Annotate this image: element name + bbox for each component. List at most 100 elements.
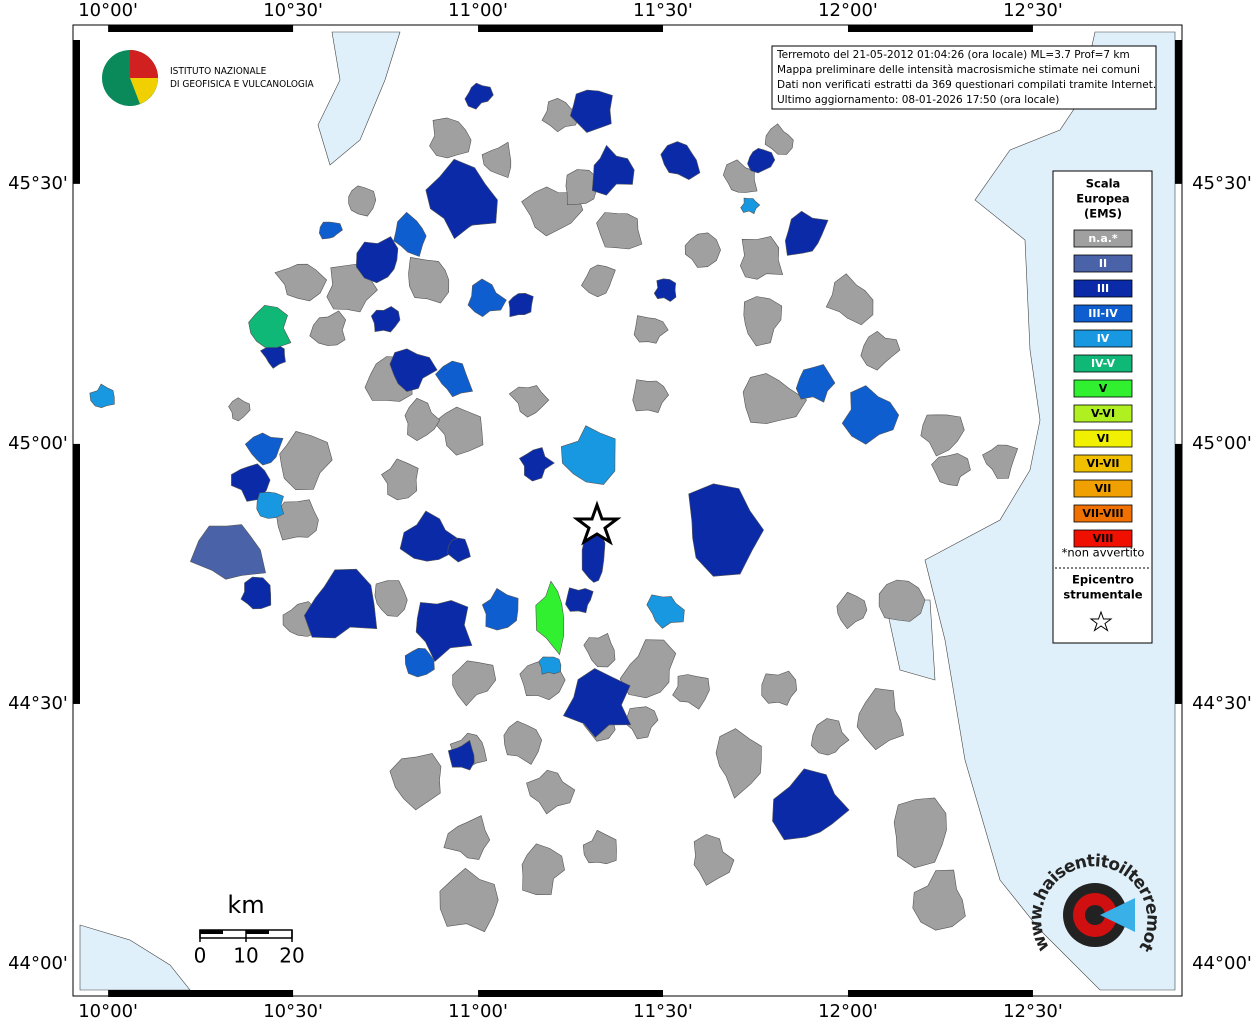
lon-label: 12°00' — [818, 0, 878, 21]
legend-label: V — [1099, 382, 1108, 395]
legend-title: Europea — [1076, 192, 1129, 206]
legend-label: II — [1099, 257, 1107, 270]
logo-part — [130, 78, 158, 104]
municipality — [565, 169, 599, 206]
municipality — [318, 221, 343, 240]
municipality — [521, 843, 565, 896]
lon-label: 11°00' — [448, 0, 508, 21]
lat-label: 45°00' — [8, 433, 68, 454]
logo-beam — [1100, 898, 1135, 932]
legend-swatch — [1073, 304, 1133, 323]
info-line: Terremoto del 21-05-2012 01:04:26 (ora l… — [776, 49, 1130, 61]
lon-label: 12°30' — [1003, 0, 1063, 21]
municipality — [274, 263, 327, 302]
municipality — [435, 360, 474, 398]
municipality — [583, 632, 616, 668]
municipality — [632, 379, 669, 413]
scale-segment — [200, 930, 223, 934]
legend-swatch — [1073, 329, 1133, 348]
lon-label: 10°30' — [263, 0, 323, 21]
frame-band — [73, 443, 80, 704]
municipality — [836, 591, 868, 630]
municipality — [591, 144, 635, 196]
municipality — [747, 147, 776, 174]
municipality — [743, 296, 783, 347]
municipality — [303, 568, 378, 639]
legend-title: Scala — [1086, 177, 1121, 191]
municipality — [784, 210, 829, 256]
municipality — [912, 869, 966, 931]
legend-label: III — [1097, 282, 1109, 295]
lon-label: 11°30' — [633, 0, 693, 21]
info-line: Ultimo aggiornamento: 08-01-2026 17:50 (… — [777, 94, 1059, 106]
municipality — [893, 797, 947, 869]
municipality — [581, 264, 616, 298]
municipality — [825, 273, 874, 326]
municipality — [541, 97, 581, 133]
municipality — [370, 306, 401, 333]
municipality — [429, 117, 472, 159]
municipality — [772, 768, 850, 841]
municipality — [279, 431, 333, 491]
municipality — [508, 292, 534, 318]
legend-label: VI — [1097, 432, 1110, 445]
epicenter-star — [572, 500, 622, 546]
lon-label: 11°00' — [448, 1001, 508, 1022]
municipality — [569, 89, 613, 133]
info-line: Mappa preliminare delle intensità macros… — [777, 64, 1140, 76]
municipality — [355, 236, 399, 284]
logo-ring — [1085, 905, 1105, 925]
municipality — [248, 304, 292, 348]
municipality — [920, 414, 965, 457]
lat-label: 45°30' — [1192, 173, 1252, 194]
lat-label: 45°30' — [8, 173, 68, 194]
lon-label: 12°30' — [1003, 1001, 1063, 1022]
municipality — [415, 600, 473, 662]
legend-label: VII-VIII — [1082, 507, 1123, 520]
legend-swatch — [1073, 479, 1133, 498]
legend-swatch — [1073, 229, 1133, 248]
municipality — [348, 185, 377, 217]
legend-swatch — [1073, 529, 1133, 548]
municipality — [508, 385, 550, 418]
municipality — [503, 720, 543, 765]
logo-text: DI GEOFISICA E VULCANOLOGIA — [170, 79, 315, 90]
municipality — [715, 728, 762, 799]
municipality — [526, 769, 576, 815]
logo-text: ISTITUTO NAZIONALE — [170, 66, 267, 77]
lon-label: 12°00' — [818, 1001, 878, 1022]
municipality — [795, 364, 836, 403]
legend-epicenter: strumentale — [1063, 588, 1142, 602]
municipality — [672, 674, 710, 710]
municipality — [565, 587, 594, 614]
logo-part — [130, 50, 158, 78]
legend-swatch — [1073, 454, 1133, 473]
frame-band — [108, 990, 294, 997]
lat-label: 45°00' — [1192, 433, 1252, 454]
scale-label: 0 — [194, 944, 207, 968]
municipality — [447, 739, 475, 771]
municipality — [931, 453, 971, 487]
frame-band — [847, 990, 1033, 997]
municipality — [399, 510, 461, 562]
legend-label: V-VI — [1091, 407, 1115, 420]
municipality — [660, 141, 701, 180]
ingv-logo: ISTITUTO NAZIONALE DI GEOFISICA E VULCAN… — [102, 50, 315, 106]
municipality — [389, 753, 442, 811]
scale-label: 20 — [279, 944, 304, 968]
frame-band — [1175, 40, 1182, 184]
municipality — [761, 670, 798, 706]
lon-label: 11°30' — [633, 1001, 693, 1022]
frame-band — [847, 25, 1033, 32]
frame-band — [73, 40, 80, 184]
lat-label: 44°30' — [8, 693, 68, 714]
municipality — [684, 232, 721, 268]
legend-star — [1089, 610, 1113, 632]
frame-band — [478, 25, 664, 32]
legend-label: IV — [1097, 332, 1110, 345]
lat-label: 44°00' — [1192, 953, 1252, 974]
legend-swatch — [1073, 254, 1133, 273]
municipality — [467, 278, 507, 317]
municipality — [535, 580, 565, 656]
legend-label: III-IV — [1088, 307, 1118, 320]
